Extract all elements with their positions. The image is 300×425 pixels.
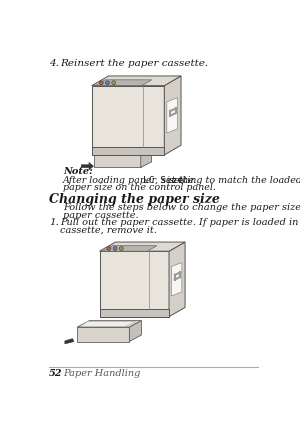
Text: Reinsert the paper cassette.: Reinsert the paper cassette. (60, 59, 208, 68)
Polygon shape (164, 76, 181, 155)
Circle shape (113, 246, 117, 250)
Polygon shape (80, 322, 136, 326)
Text: Pull out the paper cassette. If paper is loaded in the paper: Pull out the paper cassette. If paper is… (60, 218, 300, 227)
Circle shape (99, 81, 103, 85)
Text: paper size on the control panel.: paper size on the control panel. (63, 184, 216, 193)
Polygon shape (100, 242, 185, 251)
Text: Note:: Note: (63, 167, 93, 176)
Polygon shape (95, 80, 152, 86)
Text: Changing the paper size: Changing the paper size (49, 193, 220, 207)
Text: 1.: 1. (49, 218, 59, 227)
Polygon shape (65, 339, 74, 344)
Polygon shape (171, 263, 182, 296)
Text: Paper Handling: Paper Handling (63, 369, 140, 378)
Text: Follow the steps below to change the paper size loaded in the: Follow the steps below to change the pap… (63, 204, 300, 212)
Polygon shape (129, 320, 141, 342)
Polygon shape (77, 327, 129, 342)
Text: LC Size: LC Size (143, 176, 183, 185)
Text: paper cassette.: paper cassette. (63, 211, 139, 220)
Polygon shape (77, 320, 141, 327)
Polygon shape (94, 155, 141, 167)
Polygon shape (100, 309, 169, 317)
Circle shape (106, 81, 110, 85)
Polygon shape (169, 242, 185, 317)
Polygon shape (81, 162, 94, 170)
Text: 4.: 4. (49, 59, 59, 68)
Polygon shape (94, 149, 152, 155)
Circle shape (119, 246, 123, 250)
Text: setting to match the loaded: setting to match the loaded (166, 176, 300, 185)
Polygon shape (92, 86, 164, 155)
Polygon shape (103, 246, 157, 251)
Circle shape (112, 81, 116, 85)
Text: 52: 52 (49, 369, 63, 378)
Polygon shape (167, 98, 178, 133)
Circle shape (107, 246, 111, 250)
Text: cassette, remove it.: cassette, remove it. (60, 226, 157, 235)
Polygon shape (141, 149, 152, 167)
Polygon shape (92, 76, 181, 86)
Text: After loading paper, set the: After loading paper, set the (63, 176, 198, 185)
Polygon shape (92, 147, 164, 155)
Polygon shape (100, 251, 169, 317)
